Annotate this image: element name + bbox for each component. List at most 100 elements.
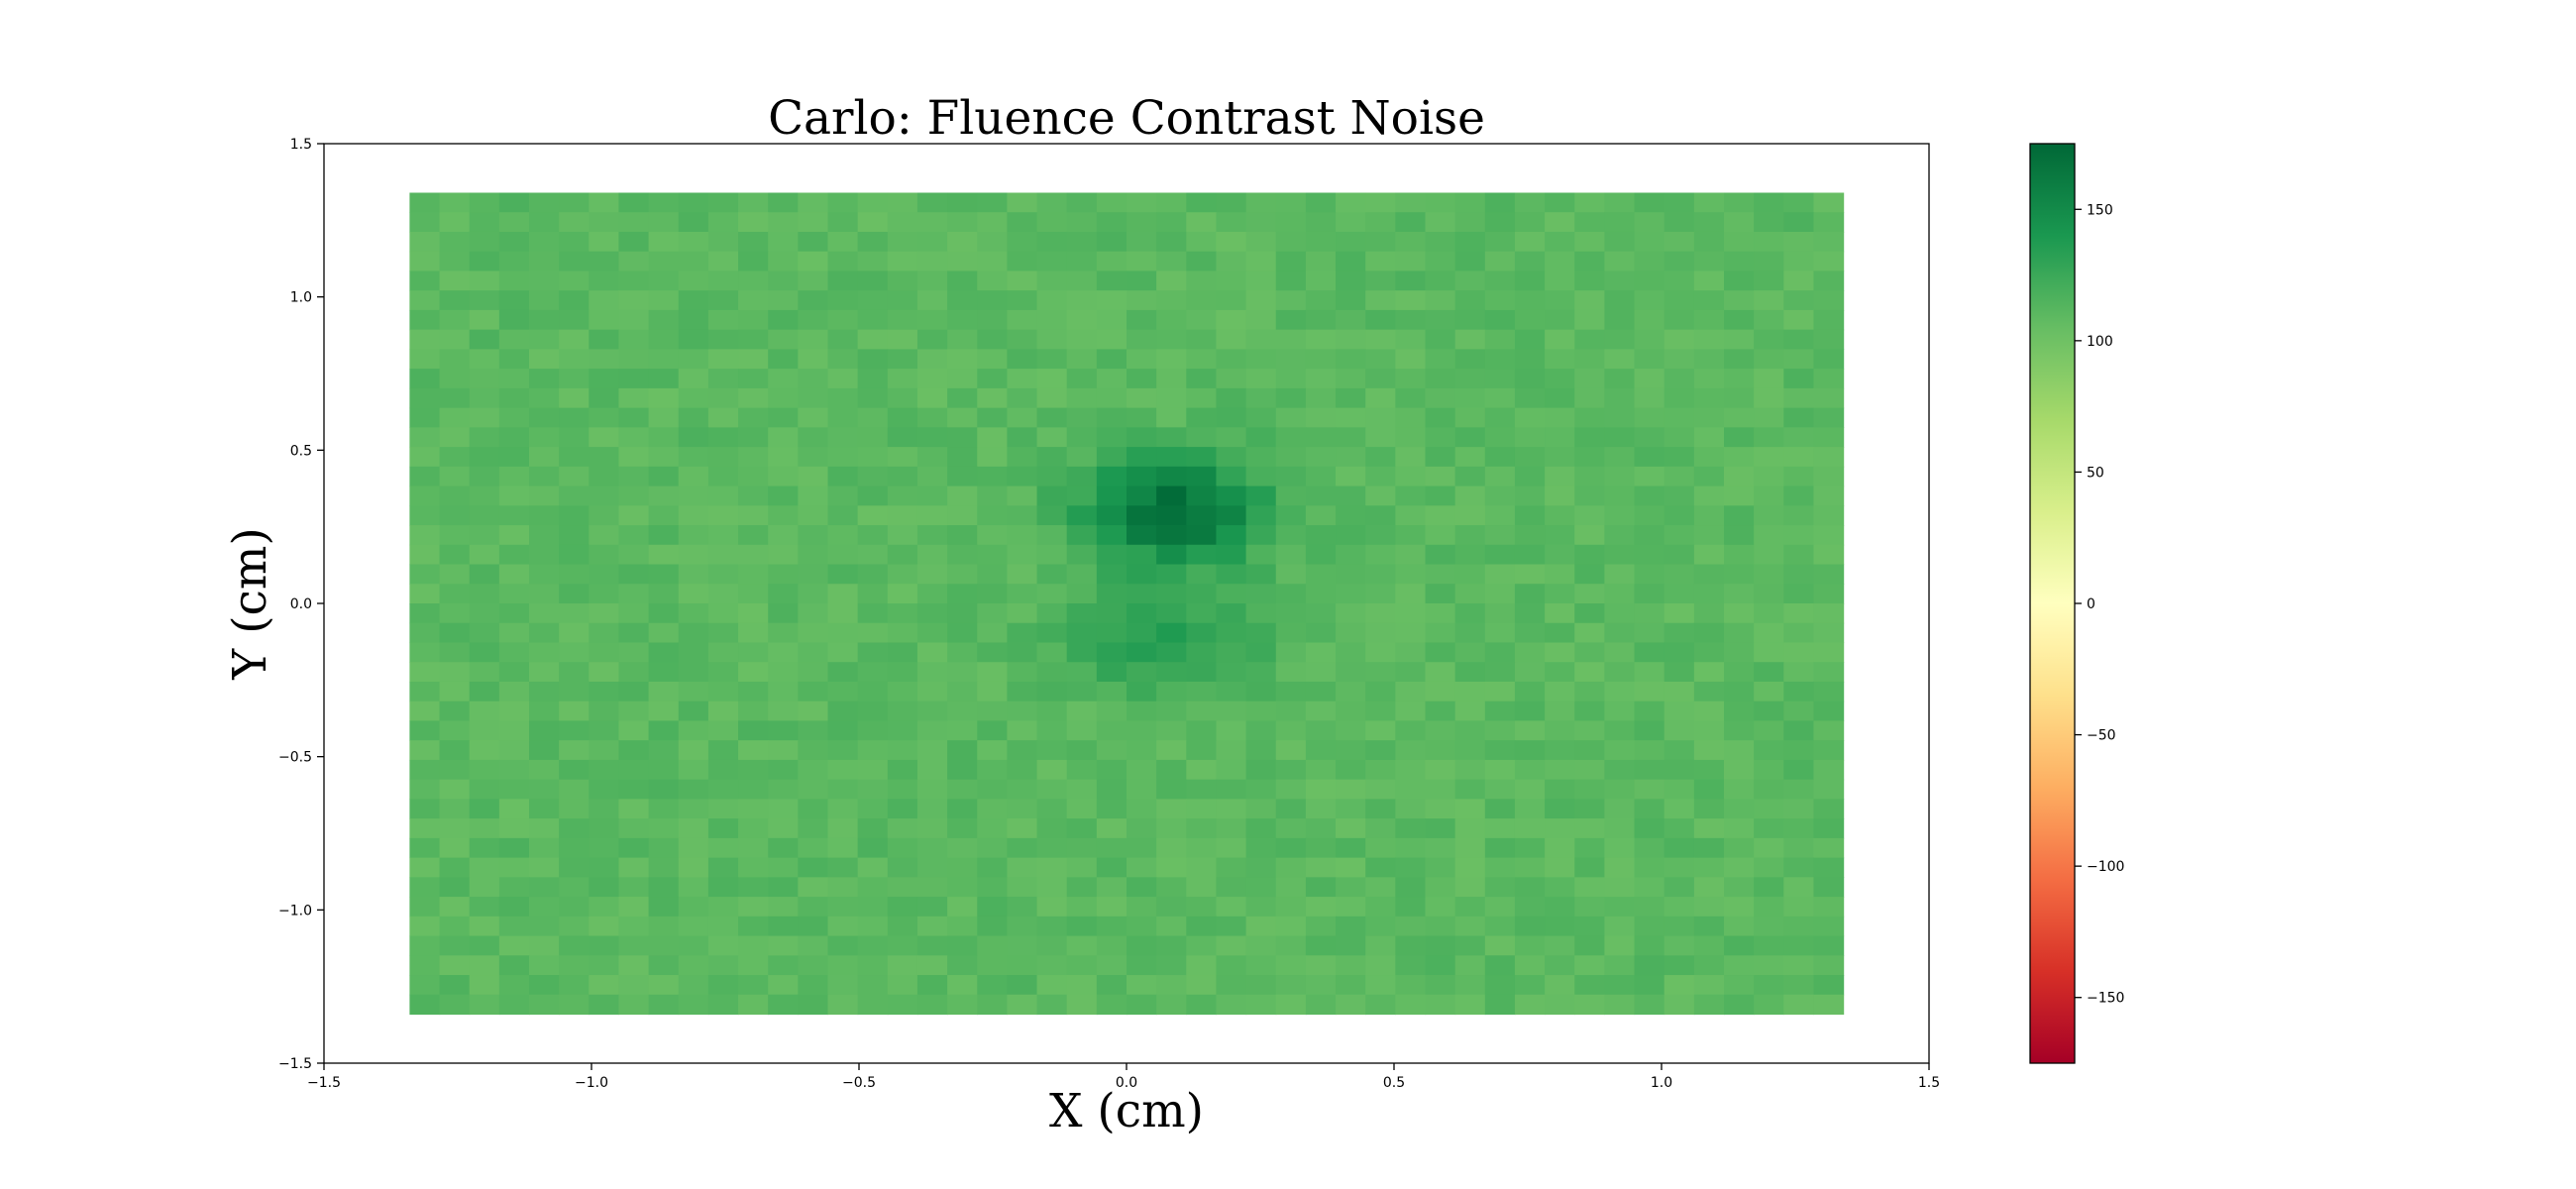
heatmap-cell [738, 349, 769, 370]
heatmap-cell [1693, 701, 1725, 722]
heatmap-cell [529, 544, 560, 566]
heatmap-cell [589, 779, 620, 800]
heatmap-cell [529, 584, 560, 604]
heatmap-cell [827, 720, 859, 741]
heatmap-cell [589, 740, 620, 761]
heatmap-cell [498, 799, 530, 819]
heatmap-cell [768, 916, 799, 937]
colorbar-tick-label: 50 [2087, 465, 2104, 481]
heatmap-cell [529, 975, 560, 996]
heatmap-cell [798, 290, 829, 311]
heatmap-cell [1127, 818, 1157, 839]
heatmap-cell [1186, 270, 1218, 291]
heatmap-cell [916, 681, 948, 703]
heatmap-cell [1724, 290, 1755, 311]
heatmap-cell [1604, 935, 1636, 956]
heatmap-cell [1545, 897, 1575, 918]
heatmap-cell [1245, 369, 1277, 389]
heatmap-cell [1395, 837, 1427, 859]
heatmap-cell [887, 525, 918, 546]
heatmap-cell [1216, 681, 1247, 703]
heatmap-cell [1545, 251, 1575, 272]
heatmap-cell [1813, 603, 1845, 624]
heatmap-cell [1574, 212, 1605, 233]
heatmap-cell [798, 584, 829, 604]
heatmap-cell [1545, 525, 1575, 546]
heatmap-cell [1545, 994, 1575, 1016]
heatmap-cell [1454, 447, 1486, 468]
heatmap-cell [1634, 779, 1665, 800]
heatmap-cell [1336, 916, 1366, 937]
heatmap-cell [1186, 387, 1218, 409]
heatmap-cell [798, 857, 829, 878]
heatmap-cell [947, 309, 978, 331]
heatmap-cell [768, 837, 799, 859]
heatmap-cell [1156, 642, 1187, 663]
heatmap-cell [1066, 837, 1098, 859]
heatmap-cell [707, 837, 739, 859]
heatmap-cell [1216, 720, 1247, 741]
heatmap-cell [409, 877, 441, 898]
heatmap-cell [498, 505, 530, 526]
heatmap-cell [1336, 603, 1366, 624]
heatmap-cell [947, 622, 978, 644]
heatmap-cell [1395, 877, 1427, 898]
heatmap-cell [1484, 486, 1516, 506]
heatmap-cell [498, 622, 530, 644]
heatmap-cell [1514, 622, 1546, 644]
heatmap-cell [678, 701, 709, 722]
heatmap-cell [1186, 701, 1218, 722]
heatmap-cell [1275, 837, 1307, 859]
heatmap-cell [559, 387, 590, 409]
heatmap-cell [1245, 270, 1277, 291]
heatmap-cell [1425, 466, 1456, 487]
heatmap-cell [1305, 662, 1337, 683]
heatmap-cell [409, 701, 441, 722]
heatmap-cell [1514, 349, 1546, 370]
heatmap-cell [916, 642, 948, 663]
heatmap-cell [1754, 877, 1784, 898]
heatmap-cell [1096, 564, 1127, 585]
heatmap-cell [1693, 916, 1725, 937]
heatmap-cell [1783, 877, 1815, 898]
heatmap-cell [469, 486, 500, 506]
heatmap-cell [1365, 779, 1396, 800]
heatmap-cell [738, 779, 769, 800]
heatmap-cell [1574, 544, 1605, 566]
heatmap-cell [827, 466, 859, 487]
heatmap-cell [618, 231, 650, 253]
heatmap-cell [1336, 192, 1366, 213]
heatmap-cell [1216, 897, 1247, 918]
heatmap-cell [1186, 349, 1218, 370]
heatmap-cell [498, 935, 530, 956]
heatmap-cell [589, 564, 620, 585]
heatmap-cell [1036, 192, 1068, 213]
heatmap-cell [1245, 759, 1277, 781]
heatmap-cell [1305, 622, 1337, 644]
heatmap-cell [947, 837, 978, 859]
heatmap-cell [1754, 329, 1784, 350]
heatmap-cell [1484, 622, 1516, 644]
heatmap-cell [618, 955, 650, 976]
heatmap-cell [1275, 701, 1307, 722]
heatmap-cell [738, 505, 769, 526]
heatmap-cell [1036, 447, 1068, 468]
heatmap-cell [1305, 681, 1337, 703]
heatmap-cell [1754, 525, 1784, 546]
heatmap-cell [648, 720, 680, 741]
heatmap-cell [1634, 622, 1665, 644]
heatmap-cell [678, 349, 709, 370]
heatmap-cell [1365, 799, 1396, 819]
heatmap-cell [1813, 447, 1845, 468]
heatmap-cell [1664, 935, 1695, 956]
heatmap-cell [1365, 309, 1396, 331]
heatmap-cell [1693, 935, 1725, 956]
heatmap-cell [1096, 681, 1127, 703]
heatmap-cell [1336, 466, 1366, 487]
heatmap-cell [439, 603, 471, 624]
heatmap-cell [1156, 192, 1187, 213]
heatmap-cell [1365, 212, 1396, 233]
heatmap-cell [1574, 642, 1605, 663]
heatmap-cell [1454, 309, 1486, 331]
heatmap-cell [648, 466, 680, 487]
